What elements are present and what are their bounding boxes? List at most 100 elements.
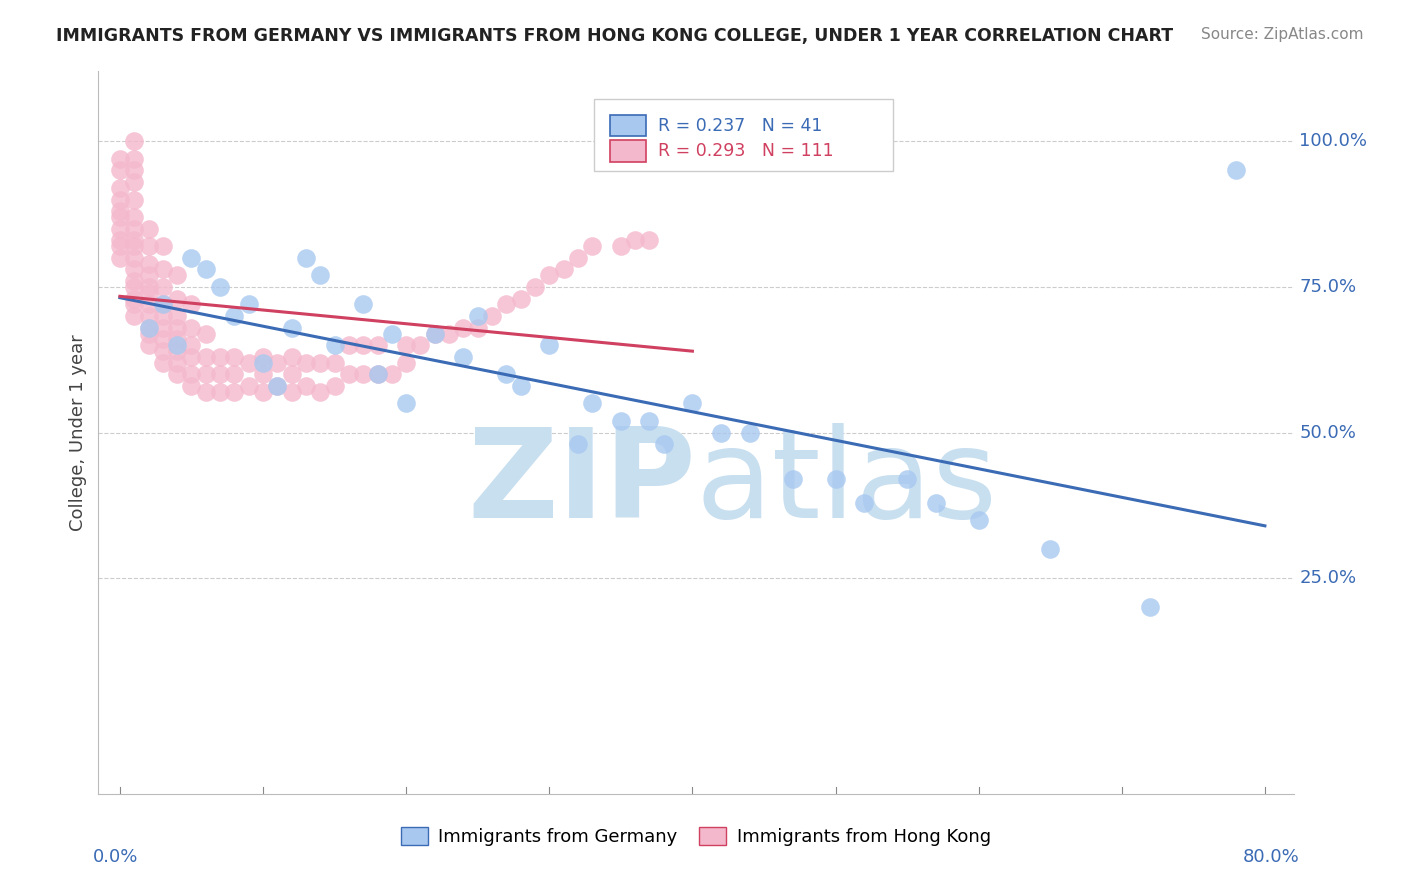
Text: 0.0%: 0.0% xyxy=(93,848,138,866)
Point xyxy=(495,297,517,311)
Point xyxy=(108,163,131,178)
Point xyxy=(638,414,661,428)
Point xyxy=(824,472,846,486)
Point xyxy=(295,251,318,265)
Legend: Immigrants from Germany, Immigrants from Hong Kong: Immigrants from Germany, Immigrants from… xyxy=(394,821,998,854)
Point xyxy=(108,193,131,207)
Point xyxy=(309,356,332,370)
Point xyxy=(252,350,274,364)
Point xyxy=(138,268,160,283)
Point xyxy=(180,251,202,265)
Point xyxy=(209,384,232,399)
Point xyxy=(367,368,389,382)
FancyBboxPatch shape xyxy=(610,140,645,161)
Point xyxy=(581,239,603,253)
Point xyxy=(381,368,404,382)
Point xyxy=(152,262,174,277)
Point xyxy=(122,292,145,306)
Point xyxy=(252,356,274,370)
Point xyxy=(896,472,918,486)
Point xyxy=(194,350,217,364)
Point xyxy=(166,356,188,370)
Point xyxy=(180,350,202,364)
Point xyxy=(122,280,145,294)
Point xyxy=(224,384,246,399)
Point xyxy=(209,350,232,364)
Point xyxy=(453,350,475,364)
Point xyxy=(323,379,346,393)
Point xyxy=(108,181,131,195)
Point xyxy=(352,338,374,352)
Point xyxy=(108,210,131,224)
Point xyxy=(409,338,432,352)
Point xyxy=(280,350,302,364)
Point xyxy=(238,379,260,393)
Point xyxy=(581,396,603,410)
Point xyxy=(166,320,188,334)
Point xyxy=(1139,600,1161,615)
Point xyxy=(138,285,160,300)
Point xyxy=(423,326,446,341)
Point xyxy=(138,326,160,341)
Point xyxy=(152,297,174,311)
Text: R = 0.293   N = 111: R = 0.293 N = 111 xyxy=(658,142,834,160)
Point xyxy=(352,297,374,311)
Point xyxy=(238,356,260,370)
Point xyxy=(538,268,561,283)
Text: atlas: atlas xyxy=(696,423,998,544)
Point xyxy=(337,368,360,382)
Point xyxy=(280,320,302,334)
Point xyxy=(367,368,389,382)
Point xyxy=(152,344,174,359)
Point xyxy=(122,274,145,288)
Point xyxy=(323,338,346,352)
Point xyxy=(152,356,174,370)
Point xyxy=(122,221,145,235)
Point xyxy=(481,309,503,323)
Point xyxy=(138,280,160,294)
Point xyxy=(138,320,160,334)
Point xyxy=(194,326,217,341)
Point xyxy=(108,152,131,166)
Point xyxy=(553,262,575,277)
Point xyxy=(266,379,288,393)
Point xyxy=(495,368,517,382)
Point xyxy=(681,396,703,410)
Point xyxy=(122,239,145,253)
Point xyxy=(467,320,489,334)
Point xyxy=(309,268,332,283)
Point xyxy=(738,425,761,440)
Point xyxy=(238,297,260,311)
Point xyxy=(1225,163,1247,178)
Text: R = 0.237   N = 41: R = 0.237 N = 41 xyxy=(658,117,823,135)
Point xyxy=(467,309,489,323)
Point xyxy=(194,384,217,399)
Text: Source: ZipAtlas.com: Source: ZipAtlas.com xyxy=(1201,27,1364,42)
Point xyxy=(122,297,145,311)
Point xyxy=(252,368,274,382)
Point xyxy=(122,134,145,148)
Point xyxy=(252,384,274,399)
Point xyxy=(610,414,633,428)
Point xyxy=(108,221,131,235)
Point xyxy=(381,326,404,341)
Text: IMMIGRANTS FROM GERMANY VS IMMIGRANTS FROM HONG KONG COLLEGE, UNDER 1 YEAR CORRE: IMMIGRANTS FROM GERMANY VS IMMIGRANTS FR… xyxy=(56,27,1174,45)
Point xyxy=(166,368,188,382)
Point xyxy=(925,495,948,509)
Point xyxy=(782,472,804,486)
Point xyxy=(122,233,145,247)
Point xyxy=(152,280,174,294)
Point xyxy=(567,437,589,451)
Point xyxy=(209,280,232,294)
Point xyxy=(152,332,174,346)
Point xyxy=(166,309,188,323)
Point xyxy=(280,368,302,382)
Point xyxy=(395,356,418,370)
Text: 25.0%: 25.0% xyxy=(1299,569,1357,587)
Point xyxy=(138,320,160,334)
Point xyxy=(509,292,531,306)
FancyBboxPatch shape xyxy=(595,99,893,171)
Point xyxy=(122,175,145,189)
Y-axis label: College, Under 1 year: College, Under 1 year xyxy=(69,334,87,531)
Point xyxy=(180,297,202,311)
